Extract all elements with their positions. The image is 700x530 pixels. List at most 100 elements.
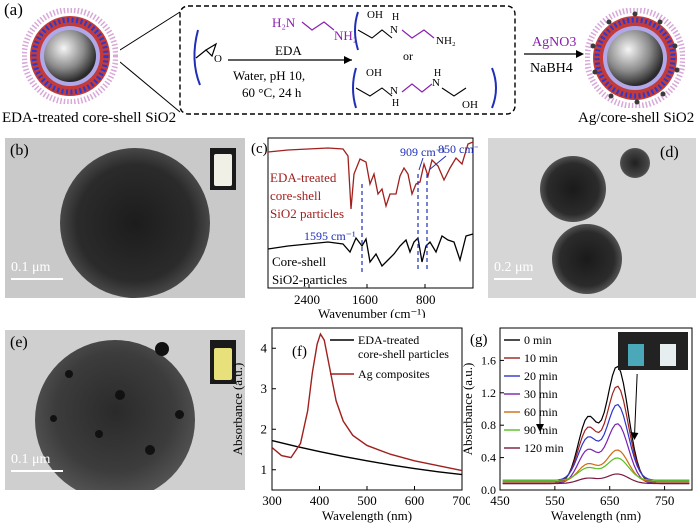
legend-label-f-0: EDA-treated xyxy=(358,333,419,347)
series-line-g-6 xyxy=(502,473,690,485)
svg-text:H: H xyxy=(392,98,399,109)
scale-bar-d xyxy=(494,278,532,280)
peak-pointer-head-g xyxy=(630,432,639,440)
series-line-g-4 xyxy=(502,449,690,483)
xtick-label-g: 550 xyxy=(545,493,565,508)
svg-text:N: N xyxy=(390,85,398,97)
legend-label-g-1: 10 min xyxy=(524,351,558,365)
xtick-label-f: 600 xyxy=(405,493,425,508)
scale-bar-e xyxy=(11,470,63,472)
ytick-label-g: 0.0 xyxy=(481,483,496,497)
top-curve-label-2: core-shell xyxy=(270,188,322,203)
ag-nanoparticles xyxy=(5,330,245,490)
legend-label-g-6: 120 min xyxy=(524,441,564,455)
plot-frame-g xyxy=(499,327,693,491)
legend-label-f-0b: core-shell particles xyxy=(358,347,449,361)
reaction-scheme: O H₂N NH₂ EDA Water, pH 10, 60 °C, 24 h … xyxy=(120,5,584,115)
vial-b xyxy=(210,148,236,190)
top-curve-label-3: SiO2 particles xyxy=(270,206,344,221)
xtick-label-f: 400 xyxy=(310,493,330,508)
xtick-label-g: 650 xyxy=(600,493,620,508)
xtick-label-f: 500 xyxy=(357,493,377,508)
xtick-1600: 1600 xyxy=(352,292,378,307)
or-text: or xyxy=(403,49,413,63)
legend-label-g-4: 60 min xyxy=(524,405,558,419)
step2-reagent: AgNO3 xyxy=(532,35,576,50)
uvvis-chart-f: 300 400 500 600 700 1 2 3 4 Wavelength (nm) Absorb… xyxy=(230,327,470,523)
xtick-2400: 2400 xyxy=(294,292,320,307)
panel-c-label: (c) xyxy=(251,141,268,157)
panel-a-label: (a) xyxy=(4,0,23,19)
bottom-curve-label-2: SiO2-particles xyxy=(272,272,347,287)
ytick-label-f: 3 xyxy=(261,381,268,396)
series-line-f-0 xyxy=(271,439,463,476)
top-curve-label-1: EDA-treated xyxy=(270,170,337,185)
ytick-label-g: 0.8 xyxy=(481,418,496,432)
core-shell-sphere-left xyxy=(22,8,118,104)
ytick-label-g: 0.4 xyxy=(481,451,496,465)
step2-reductant: NaBH4 xyxy=(530,61,573,76)
scale-label-e: 0.1 μm xyxy=(11,452,51,467)
ylabel-f: Absorbance (a.u.) xyxy=(230,363,245,456)
xtick-label-g: 750 xyxy=(655,493,675,508)
conditions-line2: 60 °C, 24 h xyxy=(242,85,302,100)
panel-f-label: (f) xyxy=(292,344,307,360)
ytick-label-g: 1.6 xyxy=(481,353,496,367)
svg-text:H₂N: H₂N xyxy=(272,15,296,30)
ytick-label-f: 4 xyxy=(261,340,268,355)
peak-label-1595: 1595 cm⁻¹ xyxy=(304,229,356,243)
xtick-label-f: 300 xyxy=(262,493,282,508)
svg-text:NH₂: NH₂ xyxy=(436,35,456,47)
xlabel-f: Wavelength (nm) xyxy=(322,508,412,523)
xtick-label-f: 700 xyxy=(452,493,470,508)
xlabel-g: Wavelength (nm) xyxy=(551,508,641,523)
ylabel-g: Absorbance (a.u.) xyxy=(462,363,475,456)
left-caption: EDA-treated core-shell SiO2 xyxy=(2,110,177,126)
tem-image-d: (d) 0.2 μm xyxy=(488,138,696,298)
kinetics-chart-g: 450 550 650 750 0.0 0.4 0.8 1.2 1.6 0 min 10 min 20… xyxy=(462,327,693,523)
xtick-label-g: 450 xyxy=(490,493,510,508)
svg-text:OH: OH xyxy=(367,9,383,21)
svg-text:O: O xyxy=(214,53,222,65)
panel-b-label: (b) xyxy=(10,142,29,159)
panel-e-label: (e) xyxy=(10,334,28,351)
svg-text:H: H xyxy=(392,12,399,23)
peak-pointer-g xyxy=(633,373,638,439)
panel-g-label: (g) xyxy=(470,332,488,348)
svg-text:N: N xyxy=(390,24,398,36)
legend-label-f-1: Ag composites xyxy=(358,367,430,381)
ytick-label-g: 1.2 xyxy=(481,386,496,400)
svg-text:OH: OH xyxy=(462,99,478,111)
bottom-curve-label-1: Core-shell xyxy=(272,254,327,269)
series-line-g-5 xyxy=(502,457,690,481)
vial-e xyxy=(210,340,236,384)
ytick-label-f: 2 xyxy=(261,421,268,436)
right-caption: Ag/core-shell SiO2 xyxy=(578,110,695,126)
trend-arrowhead-g xyxy=(536,424,544,432)
tem-particle-d-upper-small xyxy=(620,148,650,178)
peak-label-850: 850 cm⁻¹ xyxy=(438,142,478,156)
tem-particle-e xyxy=(35,340,195,490)
series-line-f-1 xyxy=(271,332,463,472)
legend-label-g-0: 0 min xyxy=(524,333,552,347)
vial-g-before xyxy=(628,344,644,366)
legend-label-g-3: 30 min xyxy=(524,387,558,401)
xtick-800: 800 xyxy=(416,292,436,307)
tem-image-e: (e) 0.1 μm xyxy=(5,330,245,490)
tem-image-b: (b) 0.1 μm xyxy=(5,138,245,298)
conditions-line1: Water, pH 10, xyxy=(233,68,305,83)
scale-label-b: 0.1 μm xyxy=(11,260,51,275)
scale-label-d: 0.2 μm xyxy=(494,260,534,275)
svg-text:N: N xyxy=(432,77,440,89)
svg-text:H: H xyxy=(434,68,441,79)
svg-text:OH: OH xyxy=(366,67,382,79)
reagent-label: EDA xyxy=(275,43,302,58)
tem-particle-d-upper xyxy=(540,156,606,222)
peak-label-909: 909 cm⁻¹ xyxy=(400,145,446,159)
panel-d-label: (d) xyxy=(660,144,679,161)
svg-text:NH₂: NH₂ xyxy=(334,28,357,43)
vial-g-after xyxy=(660,344,676,366)
ftir-chart: (c) 909 cm⁻¹ 850 cm⁻¹ 1595 cm⁻¹ EDA-trea… xyxy=(251,137,478,318)
ytick-label-f: 1 xyxy=(261,462,268,477)
core-shell-sphere-right xyxy=(585,8,685,108)
